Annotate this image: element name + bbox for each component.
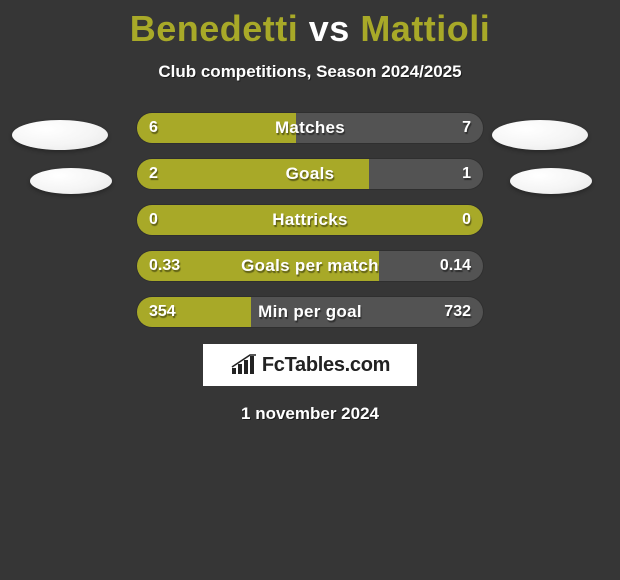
stat-row: 354732Min per goal (136, 296, 484, 328)
stat-label: Matches (137, 113, 483, 143)
brand-text: FcTables.com (262, 354, 390, 377)
player1-name: Benedetti (130, 8, 299, 49)
brand-badge: FcTables.com (203, 344, 417, 386)
stat-row: 0.330.14Goals per match (136, 250, 484, 282)
stat-label: Goals (137, 159, 483, 189)
date-label: 1 november 2024 (0, 404, 620, 424)
player2-name: Mattioli (360, 8, 490, 49)
subtitle: Club competitions, Season 2024/2025 (0, 62, 620, 82)
stat-row: 67Matches (136, 112, 484, 144)
stat-row: 21Goals (136, 158, 484, 190)
brand-chart-icon (230, 354, 258, 376)
stat-row: 00Hattricks (136, 204, 484, 236)
page-title: Benedetti vs Mattioli (0, 0, 620, 50)
stat-label: Min per goal (137, 297, 483, 327)
stat-label: Goals per match (137, 251, 483, 281)
stat-label: Hattricks (137, 205, 483, 235)
vs-separator: vs (309, 8, 350, 49)
comparison-chart: 67Matches 21Goals 00Hattricks 0.330.14Goals… (0, 112, 620, 328)
